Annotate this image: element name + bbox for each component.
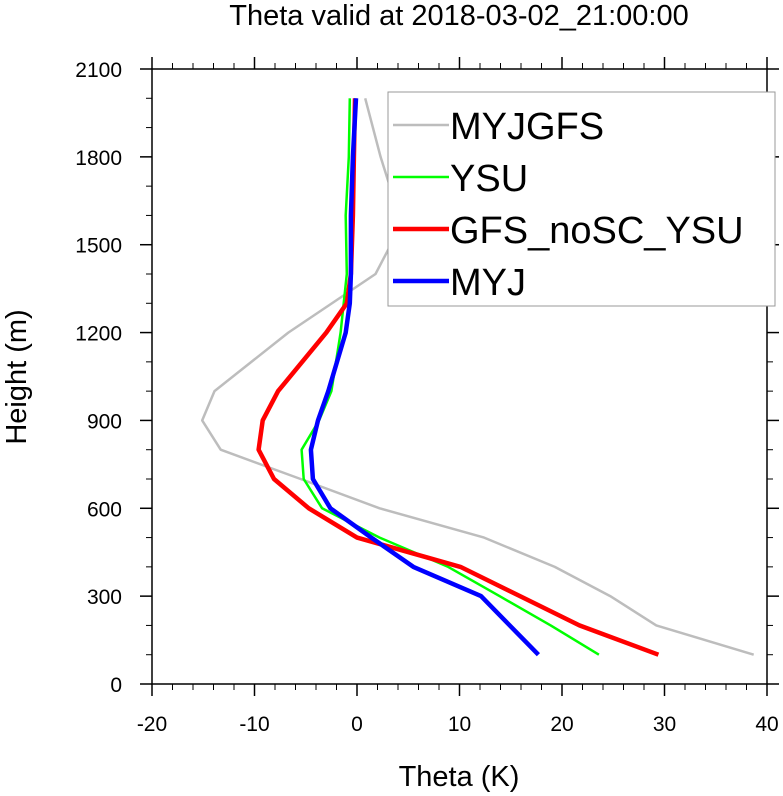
y-tick-label: 1200 — [75, 323, 122, 346]
y-tick-label: 600 — [87, 498, 122, 521]
y-tick-label: 2100 — [75, 59, 122, 82]
series-line-myj — [308, 98, 541, 657]
x-tick-label: 0 — [351, 713, 363, 736]
y-axis-label: Height (m) — [1, 309, 33, 444]
x-tick-labels: -20 -10 0 10 20 30 40 — [137, 713, 779, 736]
y-tick-label: 900 — [87, 410, 122, 433]
y-tick-label: 300 — [87, 586, 122, 609]
y-tick-label: 1800 — [75, 147, 122, 170]
x-tick-label: 30 — [653, 713, 676, 736]
x-tick-label: 10 — [448, 713, 471, 736]
x-tick-label: 20 — [550, 713, 573, 736]
legend: MYJGFS YSU GFS_noSC_YSU MYJ — [387, 91, 776, 307]
series-line-ysu — [300, 98, 600, 656]
x-tick-label: -10 — [239, 713, 269, 736]
legend-box — [387, 91, 776, 307]
x-axis-label: Theta (K) — [399, 761, 520, 793]
chart-title: Theta valid at 2018-03-02_21:00:00 — [229, 0, 689, 32]
legend-label: MYJGFS — [450, 106, 604, 148]
legend-label: MYJ — [450, 262, 526, 304]
y-tick-label: 0 — [110, 674, 122, 697]
legend-label: YSU — [450, 158, 528, 200]
legend-label: GFS_noSC_YSU — [450, 210, 744, 252]
x-tick-label: 40 — [755, 713, 778, 736]
x-tick-label: -20 — [137, 713, 167, 736]
y-tick-label: 1500 — [75, 235, 122, 258]
y-tick-labels: 0 300 600 900 1200 1500 1800 2100 — [75, 59, 122, 697]
